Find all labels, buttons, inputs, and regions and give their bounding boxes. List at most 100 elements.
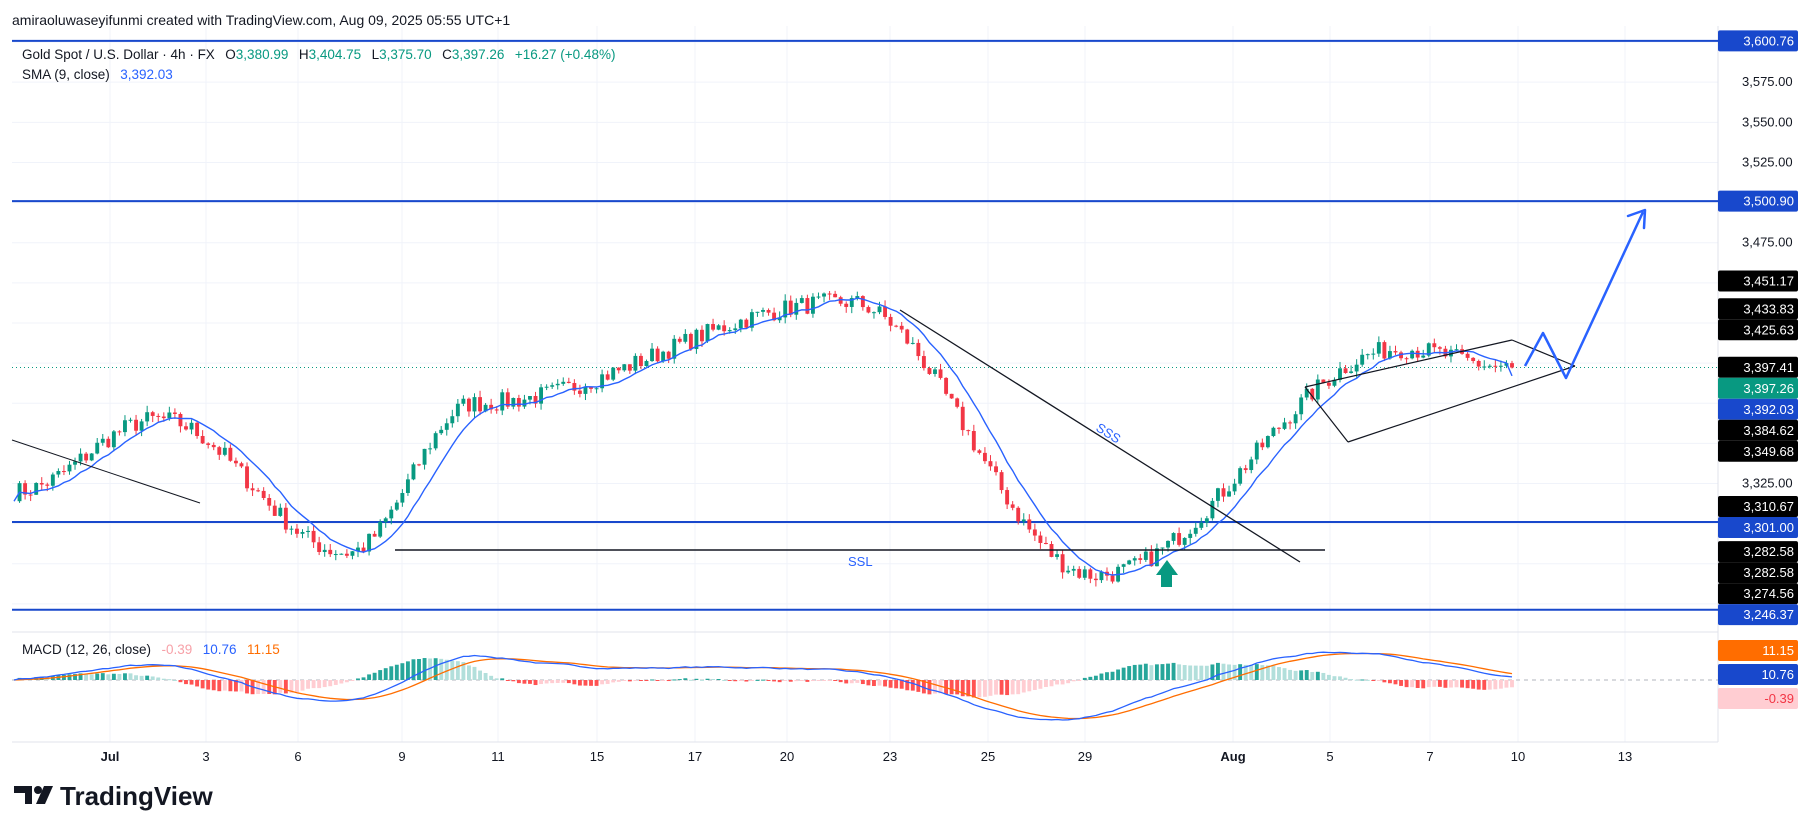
candle-body bbox=[417, 464, 421, 466]
candle-body bbox=[694, 329, 699, 350]
candle bbox=[1410, 349, 1415, 360]
macd-histogram-bar bbox=[405, 661, 410, 680]
candle bbox=[211, 442, 216, 451]
candle-body bbox=[1177, 533, 1182, 545]
candle-body bbox=[73, 461, 77, 465]
macd-histogram-bar bbox=[1171, 662, 1176, 680]
candle bbox=[966, 429, 971, 436]
candle bbox=[761, 307, 765, 317]
candle-body bbox=[1077, 568, 1082, 578]
x-tick-label: 7 bbox=[1426, 749, 1433, 764]
macd-histogram-bar bbox=[1221, 663, 1226, 680]
candle bbox=[1487, 364, 1492, 369]
candle-body bbox=[1227, 491, 1231, 497]
candle-body bbox=[1199, 522, 1204, 528]
macd-histogram-bar bbox=[1510, 680, 1514, 688]
candle bbox=[339, 553, 344, 555]
candle bbox=[267, 494, 272, 511]
macd-histogram-bar bbox=[1310, 671, 1315, 680]
candle bbox=[672, 335, 677, 364]
candle-body bbox=[999, 472, 1004, 491]
candle-body bbox=[539, 387, 544, 404]
candle bbox=[627, 364, 632, 374]
macd-histogram-bar bbox=[722, 679, 727, 681]
candle bbox=[222, 441, 227, 457]
macd-histogram-bar bbox=[239, 680, 244, 692]
macd-histogram-bar bbox=[566, 680, 571, 684]
candle-body bbox=[1132, 558, 1137, 561]
candle-body bbox=[1399, 352, 1403, 359]
macd-histogram-bar bbox=[394, 664, 399, 680]
macd-histogram-bar bbox=[844, 680, 849, 684]
candle bbox=[1132, 556, 1137, 566]
candle bbox=[206, 442, 211, 449]
legend-high-label: H bbox=[299, 47, 309, 62]
candle-body bbox=[583, 387, 588, 394]
candle-body bbox=[61, 471, 66, 473]
macd-histogram-bar bbox=[1177, 664, 1182, 680]
candle bbox=[1221, 483, 1226, 502]
candle bbox=[356, 541, 360, 558]
macd-histogram-bar bbox=[150, 676, 155, 680]
macd-histogram-bar bbox=[172, 679, 177, 681]
candle-body bbox=[1393, 351, 1398, 353]
macd-histogram-bar bbox=[450, 660, 455, 680]
candle-body bbox=[56, 471, 61, 475]
candle-body bbox=[156, 415, 161, 417]
candle bbox=[1460, 344, 1465, 355]
candle-body bbox=[123, 420, 127, 433]
macd-histogram-bar bbox=[1321, 672, 1326, 680]
legend-sma-label: SMA (9, close) bbox=[22, 67, 110, 82]
candle-body bbox=[28, 494, 33, 496]
macd-histogram-bar bbox=[500, 678, 505, 680]
macd-histogram-bar bbox=[727, 680, 732, 681]
candle-body bbox=[600, 374, 605, 389]
macd-histogram-bar bbox=[1393, 680, 1398, 685]
candle bbox=[461, 395, 466, 407]
macd-histogram-bar bbox=[494, 678, 499, 680]
candle bbox=[933, 367, 937, 377]
candle bbox=[561, 377, 566, 386]
candle-body bbox=[161, 416, 166, 419]
macd-histogram-bar bbox=[267, 680, 272, 694]
candle bbox=[322, 544, 327, 557]
candle bbox=[478, 390, 482, 416]
candle-body bbox=[638, 355, 643, 367]
macd-histogram-bar bbox=[89, 674, 94, 680]
price-tag-label: 3,600.76 bbox=[1743, 33, 1794, 48]
macd-histogram-bar bbox=[738, 680, 743, 681]
candle bbox=[533, 391, 538, 408]
macd-histogram-bar bbox=[200, 680, 205, 689]
candle bbox=[28, 490, 33, 502]
price-tag-box bbox=[1718, 496, 1798, 518]
macd-histogram-bar bbox=[1060, 680, 1065, 685]
tradingview-logo[interactable]: TradingView bbox=[14, 781, 213, 811]
macd-histogram-bar bbox=[799, 680, 804, 681]
macd-histogram-bar bbox=[1354, 679, 1359, 681]
candle-body bbox=[766, 309, 771, 313]
macd-histogram-bar bbox=[489, 675, 494, 680]
macd-histogram-bar bbox=[344, 680, 349, 683]
macd-histogram-bar bbox=[1371, 680, 1376, 681]
candle-body bbox=[467, 398, 471, 412]
candle bbox=[666, 350, 671, 364]
candle-body bbox=[267, 498, 272, 506]
candle bbox=[749, 308, 754, 332]
candle-body bbox=[211, 444, 216, 448]
candle-body bbox=[39, 482, 44, 485]
price-tag: 3,425.63 bbox=[1718, 319, 1798, 341]
candle bbox=[350, 550, 355, 560]
price-tag-box bbox=[1718, 190, 1798, 212]
macd-histogram-bar bbox=[367, 674, 372, 680]
macd-histogram-bar bbox=[78, 673, 83, 680]
macd-histogram-bar bbox=[123, 673, 127, 680]
candle bbox=[944, 377, 949, 396]
macd-histogram-bar bbox=[988, 680, 993, 696]
candle bbox=[910, 337, 915, 345]
candle-body bbox=[222, 447, 227, 455]
price-axis: 3,575.00 3,550.00 3,525.00 3,475.00 3,325.00… bbox=[1718, 30, 1798, 709]
candle bbox=[450, 409, 455, 428]
candle bbox=[1393, 345, 1398, 355]
candle bbox=[960, 401, 965, 436]
